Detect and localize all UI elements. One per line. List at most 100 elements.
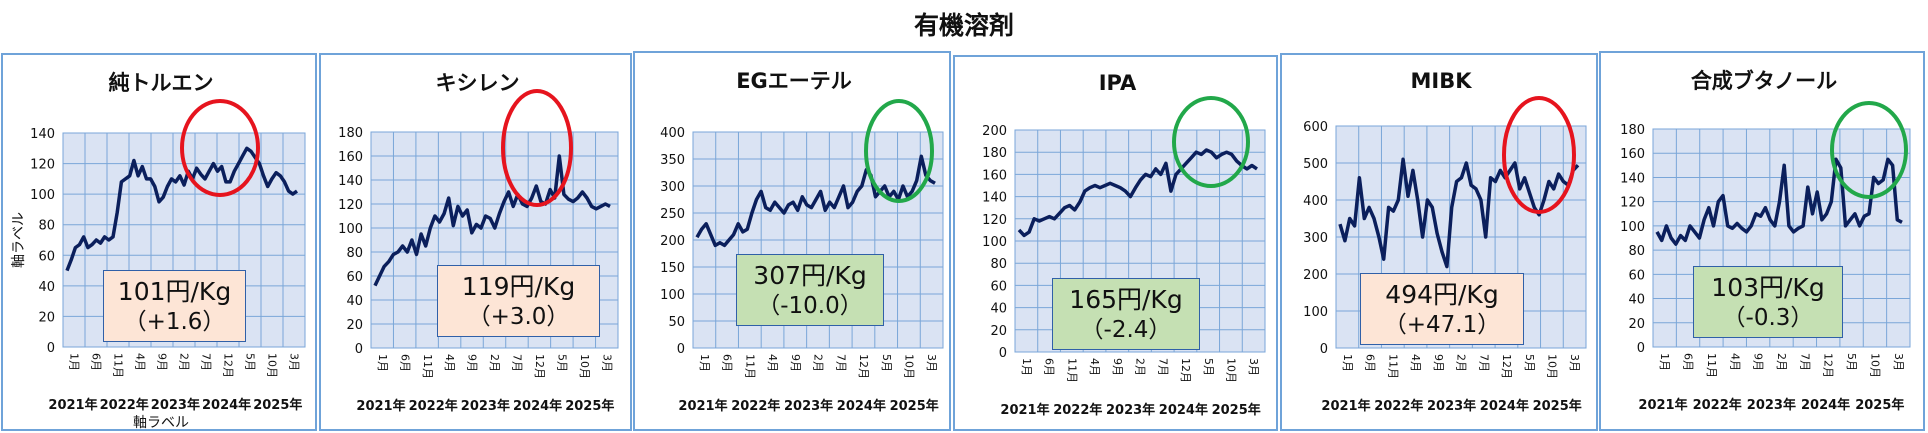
- y-tick-label: 40: [38, 280, 55, 295]
- x-year-label: 2023年: [461, 398, 510, 414]
- x-year-label: 2021年: [1000, 402, 1049, 418]
- x-month-label: 7月: [1156, 358, 1169, 376]
- x-month-label: 3月: [1892, 353, 1905, 371]
- x-year-label: 2021年: [48, 397, 97, 413]
- x-year-label: 2022年: [1053, 402, 1102, 418]
- chart-title: IPA: [1099, 71, 1137, 95]
- x-month-label: 9月: [1432, 354, 1445, 372]
- series-line: [65, 146, 299, 272]
- x-month-label: 11月: [743, 354, 756, 379]
- x-month-label: 5月: [1845, 353, 1858, 371]
- y-tick-label: 350: [660, 153, 685, 168]
- x-month-label: 5月: [880, 354, 893, 372]
- y-tick-label: 80: [1628, 244, 1645, 259]
- x-month-label: 7月: [1477, 354, 1490, 372]
- series-line: [1017, 148, 1258, 238]
- x-month-label: 12月: [533, 354, 546, 379]
- price-value: 165円/Kg: [1069, 285, 1183, 314]
- x-year-label: 2024年: [1801, 397, 1850, 413]
- y-axis-label: 軸ラベル: [11, 212, 27, 268]
- x-month-label: 6月: [1682, 353, 1695, 371]
- x-year-label: 2025年: [1212, 402, 1261, 418]
- x-month-label: 4月: [443, 354, 456, 372]
- y-tick-label: 0: [677, 342, 685, 357]
- highlight-circle: [1172, 96, 1250, 188]
- series-line: [695, 154, 936, 248]
- price-box: 494円/Kg （+47.1）: [1360, 273, 1524, 345]
- y-tick-label: 160: [338, 150, 363, 165]
- x-month-label: 9月: [1752, 353, 1765, 371]
- chart-svg: 合成ブタノール 0 20 40 60 80 100 120 140 160 180 1月 6月 11月 4月…: [1620, 69, 1911, 413]
- x-year-label: 2022年: [731, 398, 780, 414]
- y-tick-label: 80: [346, 246, 363, 261]
- x-year-label: 2023年: [1106, 402, 1155, 418]
- x-year-label: 2024年: [202, 397, 251, 413]
- x-month-label: 6月: [721, 354, 734, 372]
- x-month-label: 6月: [90, 353, 103, 371]
- x-month-label: 1月: [68, 353, 81, 371]
- y-tick-label: 60: [38, 249, 55, 264]
- x-year-label: 2024年: [1159, 402, 1208, 418]
- highlight-circle: [1830, 101, 1908, 199]
- x-month-label: 12月: [857, 354, 870, 379]
- x-year-label: 2023年: [784, 398, 833, 414]
- y-tick-label: 100: [1620, 220, 1645, 235]
- x-year-label: 2022年: [1693, 397, 1742, 413]
- x-year-label: 2024年: [1480, 398, 1529, 414]
- y-tick-label: 0: [999, 346, 1007, 361]
- y-tick-label: 140: [30, 127, 55, 142]
- y-tick-label: 120: [1620, 196, 1645, 211]
- y-tick-label: 120: [30, 158, 55, 173]
- y-tick-label: 140: [982, 191, 1007, 206]
- y-tick-label: 400: [660, 126, 685, 141]
- price-value: 494円/Kg: [1385, 280, 1499, 309]
- y-tick-label: 80: [990, 257, 1007, 272]
- y-tick-label: 180: [982, 146, 1007, 161]
- y-tick-label: 120: [982, 213, 1007, 228]
- x-month-label: 4月: [1088, 358, 1101, 376]
- y-tick-label: 60: [346, 270, 363, 285]
- price-box: 101円/Kg （+1.6）: [103, 270, 246, 342]
- price-change: （-10.0）: [757, 293, 863, 319]
- panel-mibk: MIBK 0 100 200 300 400 500 600 1月 6月 11月 4月 9月 2月 7月 12…: [1280, 53, 1598, 431]
- x-month-label: 2月: [488, 354, 501, 372]
- x-year-label: 2022年: [409, 398, 458, 414]
- x-month-label: 4月: [134, 353, 147, 371]
- chart-title: 純トルエン: [109, 71, 214, 95]
- y-tick-label: 120: [338, 198, 363, 213]
- x-month-label: 11月: [421, 354, 434, 379]
- y-tick-label: 100: [660, 288, 685, 303]
- x-year-label: 2025年: [565, 398, 614, 414]
- x-month-label: 10月: [1868, 353, 1881, 378]
- x-month-label: 4月: [766, 354, 779, 372]
- y-tick-label: 0: [1320, 342, 1328, 357]
- y-tick-label: 40: [1628, 293, 1645, 308]
- x-month-label: 1月: [1341, 354, 1354, 372]
- x-year-label: 2021年: [356, 398, 405, 414]
- price-change: （+3.0）: [467, 304, 570, 330]
- highlight-circle: [1502, 96, 1576, 214]
- x-year-label: 2023年: [1747, 397, 1796, 413]
- x-month-label: 5月: [244, 353, 257, 371]
- panel-eg-ether: EGエーテル 0 50 100 150 200 250 300 350 400 1月 6月 11月 4月 9…: [633, 51, 951, 431]
- y-tick-label: 200: [1303, 268, 1328, 283]
- x-month-label: 7月: [511, 354, 524, 372]
- x-month-label: 9月: [789, 354, 802, 372]
- x-month-label: 12月: [222, 353, 235, 378]
- x-month-label: 12月: [1822, 353, 1835, 378]
- price-value: 307円/Kg: [753, 261, 867, 290]
- price-change: （-0.3）: [1722, 305, 1814, 331]
- x-year-label: 2025年: [890, 398, 939, 414]
- y-tick-label: 100: [338, 222, 363, 237]
- x-month-label: 5月: [1523, 354, 1536, 372]
- x-month-label: 3月: [288, 353, 301, 371]
- x-year-label: 2022年: [100, 397, 149, 413]
- price-box: 119円/Kg （+3.0）: [437, 265, 600, 337]
- x-month-label: 10月: [1546, 354, 1559, 379]
- y-tick-label: 100: [1303, 305, 1328, 320]
- x-month-label: 10月: [266, 353, 279, 378]
- series-line: [1655, 157, 1903, 246]
- x-month-label: 7月: [1798, 353, 1811, 371]
- chart-title: MIBK: [1411, 69, 1473, 93]
- y-tick-label: 160: [982, 168, 1007, 183]
